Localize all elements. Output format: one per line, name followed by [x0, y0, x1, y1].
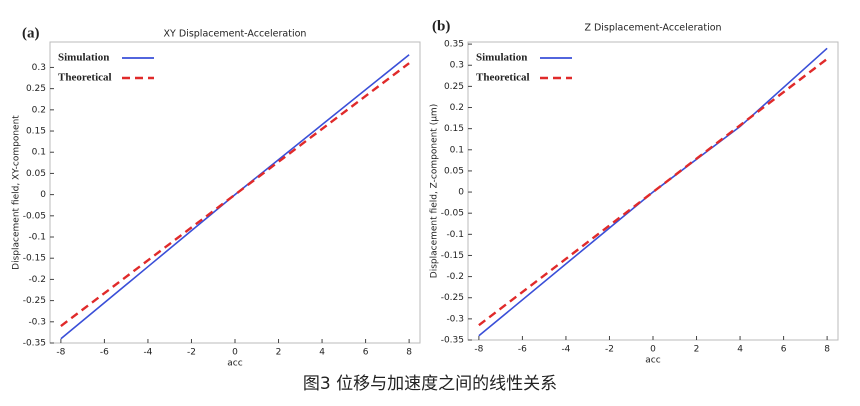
x-tick-label: 4 [319, 348, 325, 358]
y-tick-label: 0.3 [450, 61, 464, 71]
x-tick-label: -4 [561, 345, 570, 355]
x-tick-label: -8 [474, 345, 483, 355]
panel-label: (a) [22, 25, 40, 41]
x-tick-label: 6 [363, 348, 369, 358]
x-tick-label: -6 [518, 345, 527, 355]
chart-title: Z Displacement-Acceleration [584, 23, 721, 34]
y-tick-label: -0.25 [441, 293, 464, 303]
y-tick-label: 0 [40, 190, 46, 200]
y-axis-label: Displacement field, Z-component (μm) [430, 104, 440, 278]
panel-label: (b) [432, 18, 450, 34]
y-axis-label: Displacement field, XY-component [12, 115, 22, 270]
y-tick-label: 0.1 [450, 145, 464, 155]
y-tick-label: -0.2 [446, 272, 464, 282]
x-tick-label: -2 [605, 345, 614, 355]
x-tick-label: 4 [737, 345, 743, 355]
chart-title: XY Displacement-Acceleration [164, 29, 307, 40]
y-tick-label: 0.35 [444, 40, 464, 50]
x-tick-label: -4 [143, 348, 152, 358]
y-tick-label: -0.2 [28, 275, 46, 285]
plot-frame [49, 41, 421, 344]
x-tick-label: 2 [276, 348, 282, 358]
legend-label: Simulation [58, 52, 109, 64]
y-tick-label: 0.05 [444, 166, 464, 176]
x-tick-label: 8 [406, 348, 412, 358]
x-axis-label: acc [645, 356, 660, 366]
y-tick-label: 0.2 [32, 105, 46, 115]
series-line [60, 54, 410, 340]
y-tick-label: -0.05 [441, 209, 464, 219]
y-tick-label: -0.05 [23, 211, 46, 221]
y-tick-label: 0.15 [444, 124, 464, 134]
series-line [478, 57, 828, 327]
y-tick-label: 0.25 [444, 82, 464, 92]
y-tick-label: -0.3 [446, 314, 464, 324]
y-tick-label: -0.25 [23, 296, 46, 306]
y-tick-label: 0.15 [26, 127, 46, 137]
y-tick-label: 0 [458, 188, 464, 198]
y-tick-label: -0.1 [28, 233, 46, 243]
x-tick-label: 6 [781, 345, 787, 355]
y-tick-label: 0.1 [32, 148, 46, 158]
legend-label: Theoretical [476, 72, 530, 84]
y-tick-label: -0.35 [23, 339, 46, 349]
series-line [60, 62, 410, 327]
y-tick-label: -0.35 [441, 336, 464, 346]
y-tick-label: 0.05 [26, 169, 46, 179]
x-axis-label: acc [227, 359, 242, 369]
x-tick-label: -6 [100, 348, 109, 358]
x-tick-label: -8 [56, 348, 65, 358]
y-tick-label: 0.2 [450, 103, 464, 113]
x-tick-label: 0 [232, 348, 238, 358]
x-tick-label: 2 [694, 345, 700, 355]
y-tick-label: -0.1 [446, 230, 464, 240]
y-tick-label: 0.3 [32, 63, 46, 73]
y-tick-label: -0.3 [28, 317, 46, 327]
x-tick-label: -2 [187, 348, 196, 358]
y-tick-label: 0.25 [26, 84, 46, 94]
legend-label: Theoretical [58, 72, 112, 84]
x-tick-label: 0 [650, 345, 656, 355]
caption: 图3 位移与加速度之间的线性关系 [303, 374, 557, 394]
x-tick-label: 8 [824, 345, 830, 355]
legend-label: Simulation [476, 52, 527, 64]
y-tick-label: -0.15 [23, 254, 46, 264]
y-tick-label: -0.15 [441, 251, 464, 261]
plot-frame [467, 41, 839, 341]
series-line [478, 47, 828, 337]
